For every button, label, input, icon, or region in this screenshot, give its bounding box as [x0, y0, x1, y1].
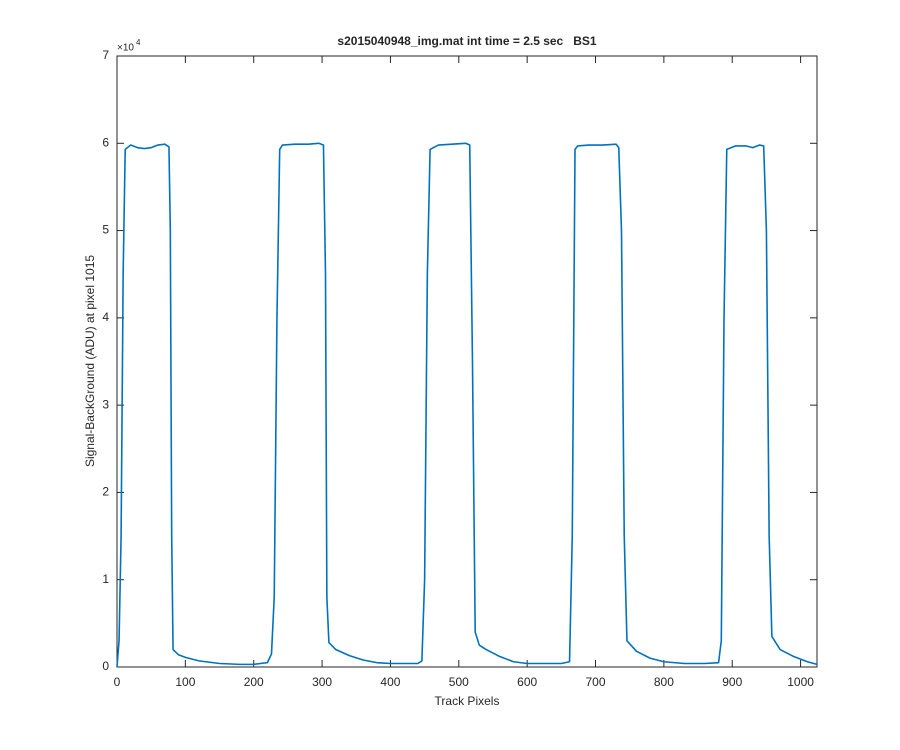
- y-tick-label: 1: [102, 572, 109, 586]
- x-tick-label: 700: [586, 675, 606, 689]
- x-tick-label: 200: [244, 675, 264, 689]
- x-tick-label: 500: [449, 675, 469, 689]
- axes-box: [116, 55, 818, 668]
- y-tick-label: 5: [102, 223, 109, 237]
- chart-title: s2015040948_img.mat int time = 2.5 sec B…: [337, 34, 596, 48]
- exponent-label: ×10: [117, 43, 134, 54]
- x-tick-label: 300: [312, 675, 332, 689]
- x-tick-label: 0: [114, 675, 121, 689]
- y-axis-label: Signal-BackGround (ADU) at pixel 1015: [83, 255, 97, 467]
- x-tick-label: 100: [175, 675, 195, 689]
- x-tick-label: 600: [517, 675, 537, 689]
- x-axis-label: Track Pixels: [435, 694, 500, 708]
- y-tick-label: 3: [102, 397, 109, 411]
- y-tick-label: 0: [102, 659, 109, 673]
- x-tick-label: 800: [654, 675, 674, 689]
- y-tick-label: 7: [102, 48, 109, 62]
- y-tick-label: 2: [102, 485, 109, 499]
- x-tick-label: 1000: [787, 675, 814, 689]
- exponent-power: 4: [136, 38, 141, 47]
- x-tick-label: 900: [722, 675, 742, 689]
- data-line: [116, 142, 818, 668]
- x-tick-label: 400: [380, 675, 400, 689]
- y-tick-label: 4: [102, 310, 109, 324]
- y-tick-label: 6: [102, 135, 109, 149]
